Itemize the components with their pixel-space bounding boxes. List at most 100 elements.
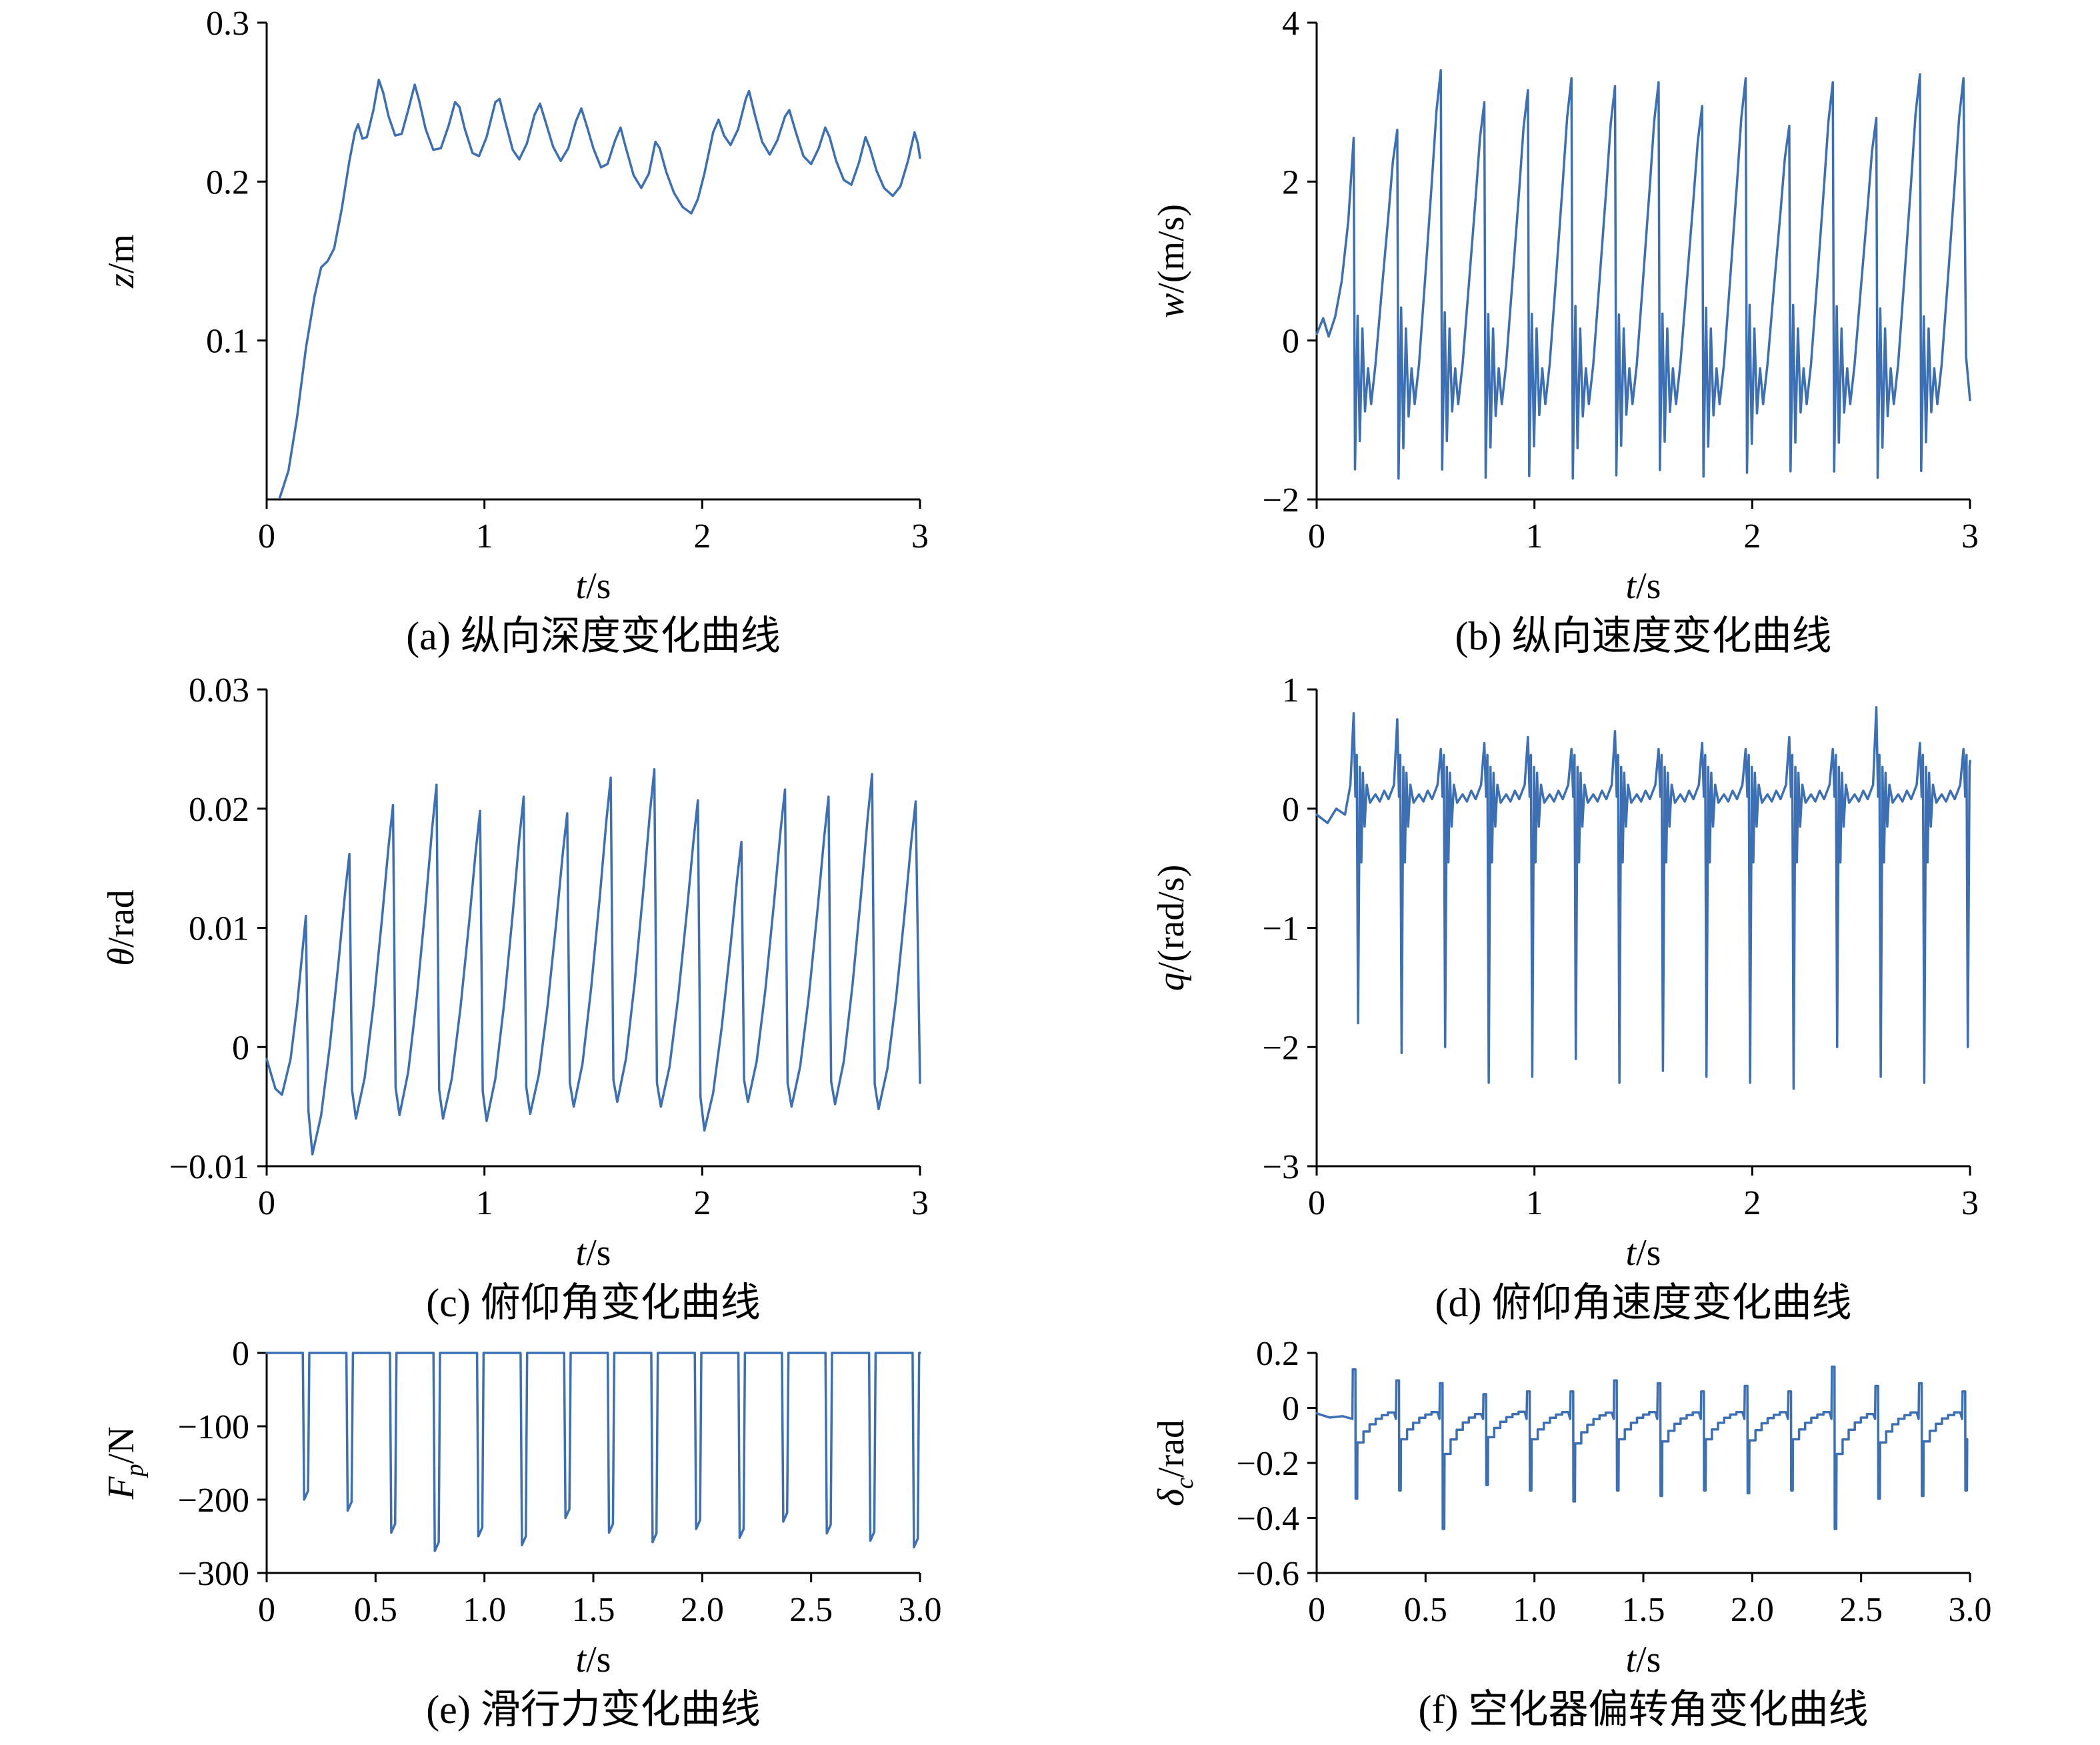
x-tick-label: 1.0	[1513, 1591, 1556, 1629]
y-axis-label: q/(rad/s)	[1151, 865, 1192, 992]
tick-labels: 0 0.5 1.0 1.5 2.0 2.5 3.0 −300 −200 −100 0	[178, 1336, 942, 1629]
panel-a: 0 1 2 3 0.1 0.2 0.3 t/s z/m (a) 纵向深度变化曲线	[0, 3, 1050, 669]
x-axis-label: t/s	[1626, 565, 1661, 607]
y-tick-label: −2	[1263, 481, 1299, 519]
axes	[1307, 21, 1971, 509]
y-tick-label: 0	[1282, 323, 1299, 361]
series-line	[278, 79, 921, 499]
y-tick-label: −0.2	[1237, 1445, 1299, 1483]
panel-c: 0 1 2 3 −0.01 0 0.01 0.02 0.03 t/s θ/rad (c) 俯仰角变化…	[0, 669, 1050, 1336]
x-tick-label: 0.5	[354, 1591, 397, 1629]
y-axis-label: Fp/N	[101, 1426, 149, 1500]
y-tick-label: 0	[1282, 1390, 1299, 1428]
y-axis-label: δc/rad	[1151, 1420, 1199, 1506]
x-tick-label: 2	[693, 517, 711, 555]
y-tick-label: 0.2	[206, 163, 249, 201]
x-tick-label: 2.5	[1839, 1591, 1883, 1629]
y-tick-label: 4	[1282, 5, 1299, 43]
series-line	[265, 1352, 921, 1552]
y-tick-label: −3	[1263, 1148, 1299, 1186]
caption-e: (e) 滑行力变化曲线	[426, 1688, 761, 1732]
x-tick-label: 1.5	[572, 1591, 615, 1629]
caption-a: (a) 纵向深度变化曲线	[406, 614, 781, 658]
y-tick-label: 0	[1282, 791, 1299, 829]
panel-e: 0 0.5 1.0 1.5 2.0 2.5 3.0 −300 −200 −100 0 t/s Fp/N …	[0, 1336, 1050, 1743]
axes	[1307, 1352, 1971, 1582]
x-tick-label: 0.5	[1404, 1591, 1447, 1629]
caption-c: (c) 俯仰角变化曲线	[426, 1281, 761, 1325]
x-axis-label: t/s	[576, 565, 611, 607]
x-tick-label: 0	[258, 1184, 275, 1222]
x-tick-label: 1.5	[1622, 1591, 1665, 1629]
y-tick-label: −200	[178, 1482, 249, 1520]
x-axis-label: t/s	[576, 1232, 611, 1274]
chart-d: 0 1 2 3 −3 −2 −1 0 1 t/s q/(rad/s)	[1151, 671, 1979, 1274]
caption-d: (d) 俯仰角速度变化曲线	[1435, 1281, 1852, 1325]
x-tick-label: 3	[911, 517, 929, 555]
y-tick-label: 0	[232, 1336, 249, 1373]
x-tick-label: 1	[476, 1184, 493, 1222]
tick-labels: 0 1 2 3 −3 −2 −1 0 1	[1263, 671, 1979, 1222]
y-tick-label: 0.3	[206, 5, 249, 43]
x-tick-label: 2.0	[1731, 1591, 1774, 1629]
series-line	[1315, 1365, 1969, 1530]
x-tick-label: 2	[1743, 1184, 1761, 1222]
panel-f: 0 0.5 1.0 1.5 2.0 2.5 3.0 −0.6 −0.4 −0.2 0 0.2 t/s δc…	[1050, 1336, 2100, 1743]
y-tick-label: −1	[1263, 910, 1299, 948]
x-tick-label: 1	[1526, 517, 1543, 555]
y-tick-label: −0.6	[1237, 1555, 1299, 1593]
series-line	[1315, 69, 1971, 480]
x-tick-label: 0	[258, 1591, 275, 1629]
x-axis-label: t/s	[576, 1639, 611, 1680]
axes	[257, 1352, 921, 1582]
x-tick-label: 2	[1743, 517, 1761, 555]
x-tick-label: 3.0	[899, 1591, 942, 1629]
y-tick-label: 0.2	[1256, 1336, 1299, 1373]
panel-d: 0 1 2 3 −3 −2 −1 0 1 t/s q/(rad/s) (d) 俯仰角速度变化曲线	[1050, 669, 2100, 1336]
x-tick-label: 1	[476, 517, 493, 555]
axes	[257, 21, 921, 509]
x-tick-label: 3	[1961, 1184, 1979, 1222]
y-tick-label: 0	[232, 1029, 249, 1067]
tick-labels: 0 1 2 3 0.1 0.2 0.3	[206, 5, 929, 555]
x-tick-label: 0	[1308, 517, 1325, 555]
caption-f: (f) 空化器偏转角变化曲线	[1418, 1688, 1869, 1732]
x-axis-label: t/s	[1626, 1639, 1661, 1680]
x-tick-label: 3	[1961, 517, 1979, 555]
panel-b: 0 1 2 3 −2 0 2 4 t/s w/(m/s) (b) 纵向速度变化曲线	[1050, 3, 2100, 669]
y-tick-label: −0.4	[1237, 1500, 1299, 1538]
y-tick-label: 0.01	[189, 910, 249, 948]
y-axis-label: w/(m/s)	[1151, 204, 1192, 318]
y-tick-label: 0.03	[189, 671, 249, 709]
chart-f: 0 0.5 1.0 1.5 2.0 2.5 3.0 −0.6 −0.4 −0.2 0 0.2 t/s δc…	[1151, 1336, 1992, 1680]
x-tick-label: 1.0	[463, 1591, 506, 1629]
chart-e: 0 0.5 1.0 1.5 2.0 2.5 3.0 −300 −200 −100 0 t/s Fp/N	[101, 1336, 942, 1680]
y-tick-label: −100	[178, 1408, 249, 1446]
x-tick-label: 2.5	[789, 1591, 833, 1629]
x-axis-label: t/s	[1626, 1232, 1661, 1274]
y-tick-label: 0.02	[189, 791, 249, 829]
y-tick-label: −300	[178, 1555, 249, 1593]
axes	[257, 688, 921, 1176]
x-tick-label: 2	[693, 1184, 711, 1222]
x-tick-label: 0	[1308, 1184, 1325, 1222]
x-tick-label: 3.0	[1949, 1591, 1992, 1629]
x-tick-label: 3	[911, 1184, 929, 1222]
y-tick-label: −0.01	[169, 1148, 249, 1186]
y-axis-label: z/m	[101, 234, 142, 289]
y-tick-label: 1	[1282, 671, 1299, 709]
y-axis-label: θ/rad	[101, 890, 142, 966]
y-tick-label: 0.1	[206, 323, 249, 361]
axes	[1307, 688, 1971, 1176]
x-tick-label: 0	[258, 517, 275, 555]
caption-b: (b) 纵向速度变化曲线	[1455, 614, 1832, 658]
x-tick-label: 1	[1526, 1184, 1543, 1222]
x-tick-label: 0	[1308, 1591, 1325, 1629]
series-line	[1315, 706, 1971, 1090]
x-tick-label: 2.0	[681, 1591, 724, 1629]
chart-a: 0 1 2 3 0.1 0.2 0.3 t/s z/m	[101, 5, 929, 607]
tick-labels: 0 0.5 1.0 1.5 2.0 2.5 3.0 −0.6 −0.4 −0.2 0 0.2	[1237, 1336, 1992, 1629]
